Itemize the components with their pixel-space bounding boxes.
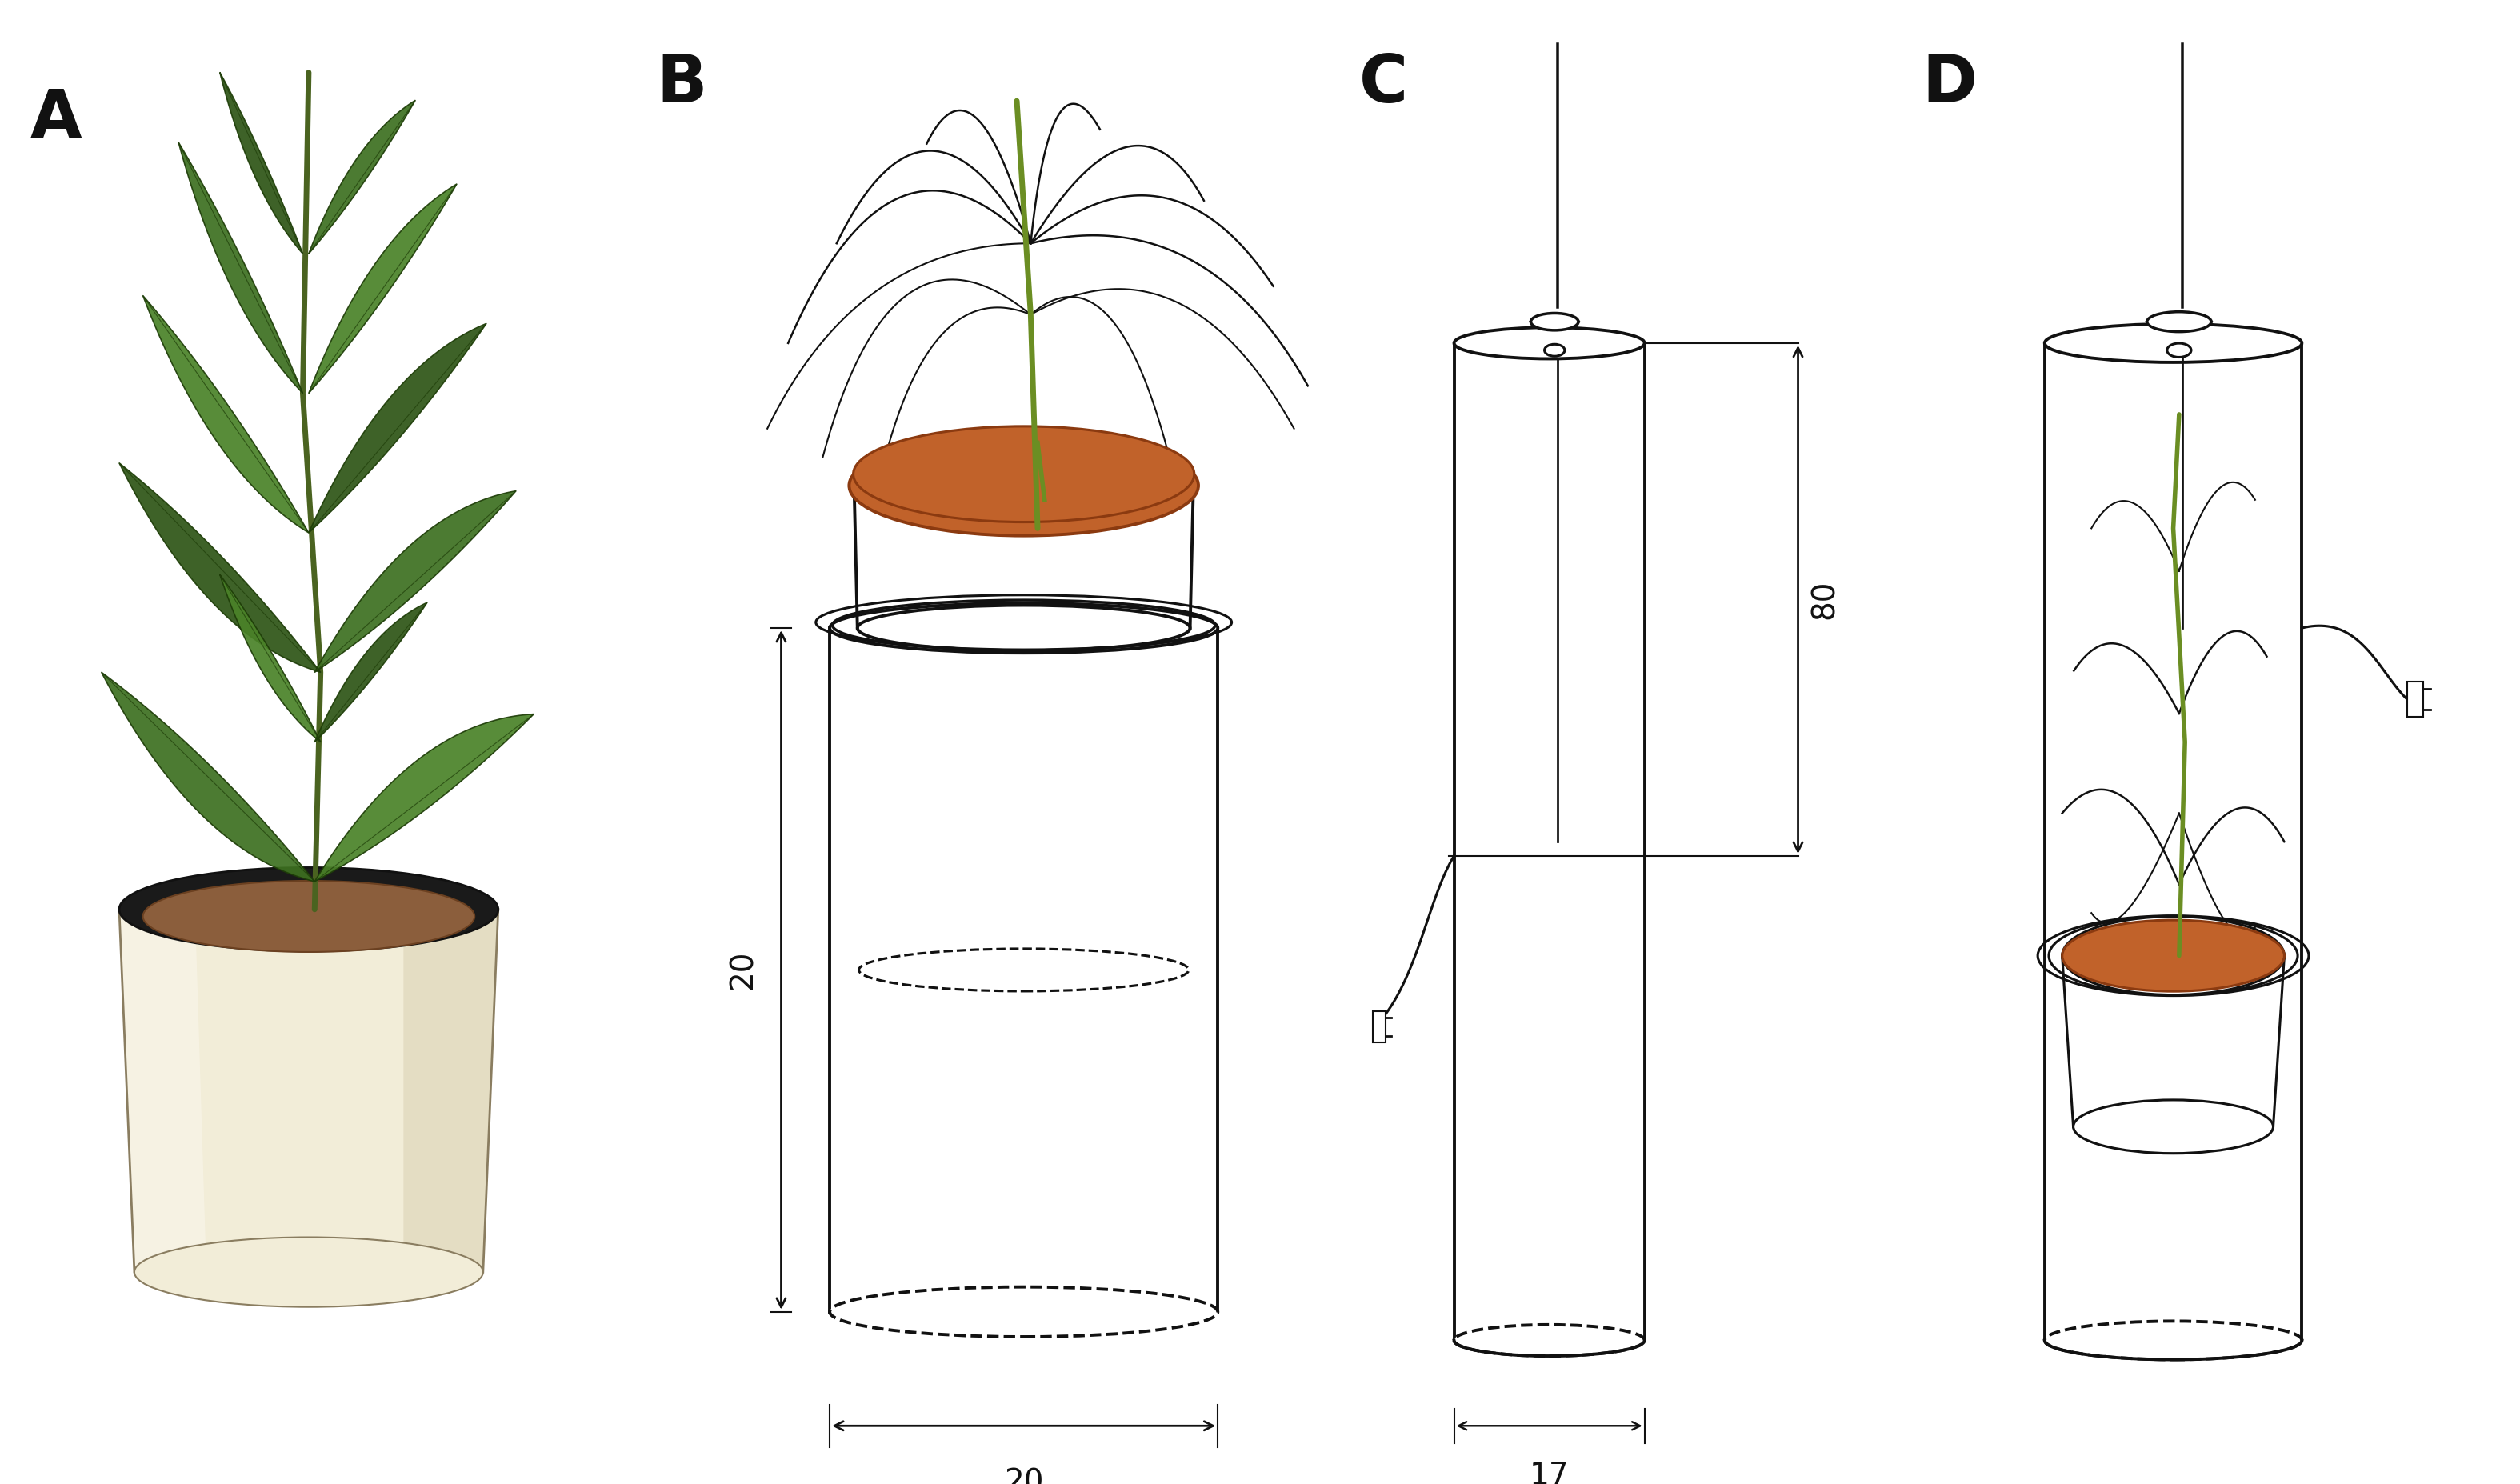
Polygon shape bbox=[101, 672, 315, 881]
Polygon shape bbox=[307, 184, 456, 393]
Polygon shape bbox=[118, 910, 207, 1272]
Ellipse shape bbox=[829, 1287, 1217, 1337]
Ellipse shape bbox=[1545, 344, 1565, 356]
Polygon shape bbox=[315, 603, 428, 742]
Text: 17: 17 bbox=[1530, 1460, 1570, 1484]
Polygon shape bbox=[315, 714, 534, 881]
Polygon shape bbox=[219, 574, 320, 742]
Ellipse shape bbox=[854, 426, 1194, 522]
Ellipse shape bbox=[829, 603, 1217, 653]
Polygon shape bbox=[118, 910, 499, 1272]
Ellipse shape bbox=[2044, 1321, 2301, 1359]
Polygon shape bbox=[307, 101, 416, 254]
Text: 20: 20 bbox=[1003, 1468, 1043, 1484]
Polygon shape bbox=[179, 142, 302, 393]
Polygon shape bbox=[403, 910, 499, 1272]
Ellipse shape bbox=[144, 881, 474, 951]
Ellipse shape bbox=[2147, 312, 2210, 332]
Ellipse shape bbox=[849, 435, 1200, 536]
Text: A: A bbox=[30, 86, 83, 151]
Text: 80: 80 bbox=[1809, 580, 1840, 619]
Ellipse shape bbox=[2044, 324, 2301, 362]
Polygon shape bbox=[307, 324, 486, 533]
Ellipse shape bbox=[1530, 313, 1578, 331]
Text: C: C bbox=[1358, 50, 1409, 116]
Polygon shape bbox=[118, 463, 320, 672]
Ellipse shape bbox=[2167, 343, 2192, 358]
Ellipse shape bbox=[2074, 1100, 2273, 1153]
Polygon shape bbox=[2407, 681, 2424, 717]
Polygon shape bbox=[1373, 1011, 1386, 1043]
Polygon shape bbox=[315, 491, 517, 672]
Ellipse shape bbox=[134, 1238, 484, 1307]
Ellipse shape bbox=[2061, 920, 2283, 991]
Text: 20: 20 bbox=[728, 950, 759, 990]
Text: B: B bbox=[655, 50, 708, 116]
Ellipse shape bbox=[859, 948, 1189, 991]
Polygon shape bbox=[219, 73, 302, 254]
Ellipse shape bbox=[118, 868, 499, 951]
Ellipse shape bbox=[1454, 328, 1646, 359]
Ellipse shape bbox=[1454, 1325, 1646, 1356]
Polygon shape bbox=[144, 295, 307, 533]
Text: D: D bbox=[1923, 50, 1978, 116]
